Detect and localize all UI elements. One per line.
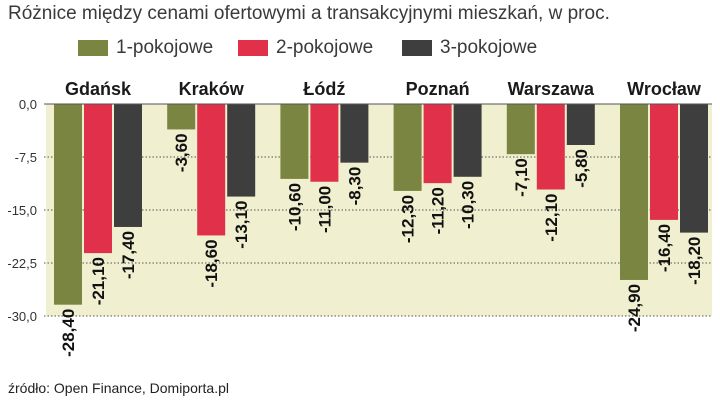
data-label: -12,30 [399,195,418,243]
y-tick-label: -7,5 [15,150,37,165]
data-label: -28,40 [59,309,78,357]
bar [114,104,142,227]
bar [280,104,309,179]
data-label: -17,40 [119,231,138,279]
category-label: Poznań [406,79,470,99]
bar [167,104,196,130]
data-label: -10,60 [285,183,304,231]
legend-label-1: 1-pokojowe [116,37,214,58]
bar [340,104,369,163]
bar [310,104,339,182]
category-label: Wrocław [627,79,702,99]
data-label: -13,10 [232,201,251,249]
category-label: Kraków [179,79,245,99]
bar [423,104,452,184]
bar [197,104,226,236]
y-tick-label: -30,0 [7,309,37,324]
data-label: -8,30 [345,167,364,206]
data-label: -18,20 [685,237,704,285]
bar [506,104,535,155]
bar [650,104,678,220]
bar [393,104,422,191]
y-tick-label: -22,5 [7,256,37,271]
bar [453,104,482,177]
y-tick-label: 0,0 [19,97,37,112]
y-tick-label: -15,0 [7,203,37,218]
data-label: -11,20 [429,187,448,234]
data-label: -18,60 [202,239,221,287]
data-label: -5,80 [572,149,591,188]
bar [620,104,648,280]
category-label: Łódź [303,79,345,99]
legend-swatch-2 [238,40,268,56]
data-label: -24,90 [625,284,644,332]
legend-swatch-1 [78,40,108,56]
bar [566,104,595,145]
data-label: -11,00 [315,186,334,233]
source-note: źródło: Open Finance, Domiporta.pl [8,380,229,396]
category-label: Gdańsk [65,79,132,99]
data-label: -12,10 [542,194,561,242]
legend-label-3: 3-pokojowe [440,37,538,58]
legend-label-2: 2-pokojowe [276,37,374,58]
data-label: -10,30 [459,181,478,229]
data-label: -16,40 [655,224,674,272]
bar [227,104,256,197]
bar [680,104,708,233]
bar [84,104,112,254]
legend-swatch-3 [402,40,432,56]
data-label: -3,60 [172,133,191,172]
data-label: -21,10 [89,257,108,305]
chart-title: Różnice między cenami ofertowymi a trans… [8,3,610,24]
category-label: Warszawa [508,79,595,99]
data-label: -7,10 [512,158,531,197]
bar [536,104,565,190]
bar [54,104,82,305]
